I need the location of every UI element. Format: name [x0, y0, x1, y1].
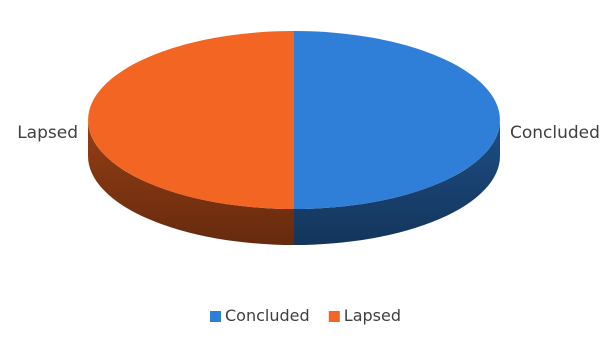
pie-slice-concluded	[294, 31, 500, 209]
data-label-lapsed: Lapsed	[17, 123, 78, 143]
pie-side-lapsed	[88, 120, 294, 245]
legend-label-lapsed: Lapsed	[344, 306, 401, 325]
pie-slice-lapsed	[88, 31, 295, 209]
pie-side-concluded	[294, 120, 500, 245]
legend-label-concluded: Concluded	[225, 306, 310, 325]
legend-swatch-lapsed	[328, 311, 340, 322]
data-label-concluded: Concluded	[510, 123, 600, 143]
legend-swatch-concluded	[210, 311, 221, 322]
